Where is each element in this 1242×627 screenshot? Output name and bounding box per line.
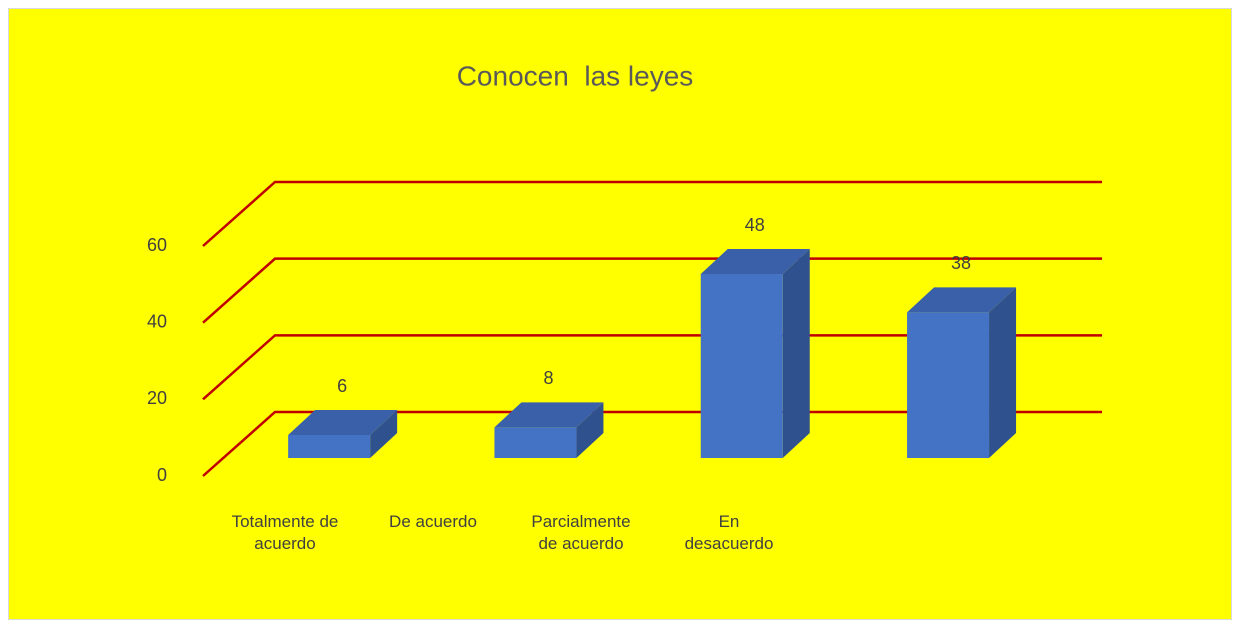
y-tick-label: 20 [147,388,167,408]
y-tick-label: 40 [147,311,167,331]
data-label: 8 [543,368,553,388]
grid-line [202,257,1102,324]
bar-top [907,287,1017,313]
bar-front [494,427,577,458]
x-tick-label: Totalmente de acuerdo [231,512,339,553]
grid-line [202,180,1102,247]
grid-line [202,334,1102,401]
bar-front [288,435,371,458]
bar [494,402,604,458]
data-label: 48 [745,215,765,235]
data-label: 38 [951,253,971,273]
bar-side [576,402,604,458]
x-tick-label: Parcialmente de acuerdo [531,512,631,553]
bar-top [494,402,604,428]
x-tick-label: De acuerdo [389,512,477,531]
bar [907,287,1017,458]
x-tick-label: En desacuerdo [684,512,774,553]
bar-side [370,410,398,458]
bar-front [907,312,990,458]
bar [288,410,398,458]
y-tick-label: 0 [157,465,167,485]
grid-line [202,410,1102,477]
chart-title: Conocen las leyes [457,60,694,91]
y-tick-label: 60 [147,235,167,255]
bar-top [700,249,810,274]
bar [700,249,810,458]
bar-front [700,274,783,458]
bar-top [288,410,398,435]
bar-side [989,287,1017,458]
data-label: 6 [337,376,347,396]
bar-side [782,249,810,458]
